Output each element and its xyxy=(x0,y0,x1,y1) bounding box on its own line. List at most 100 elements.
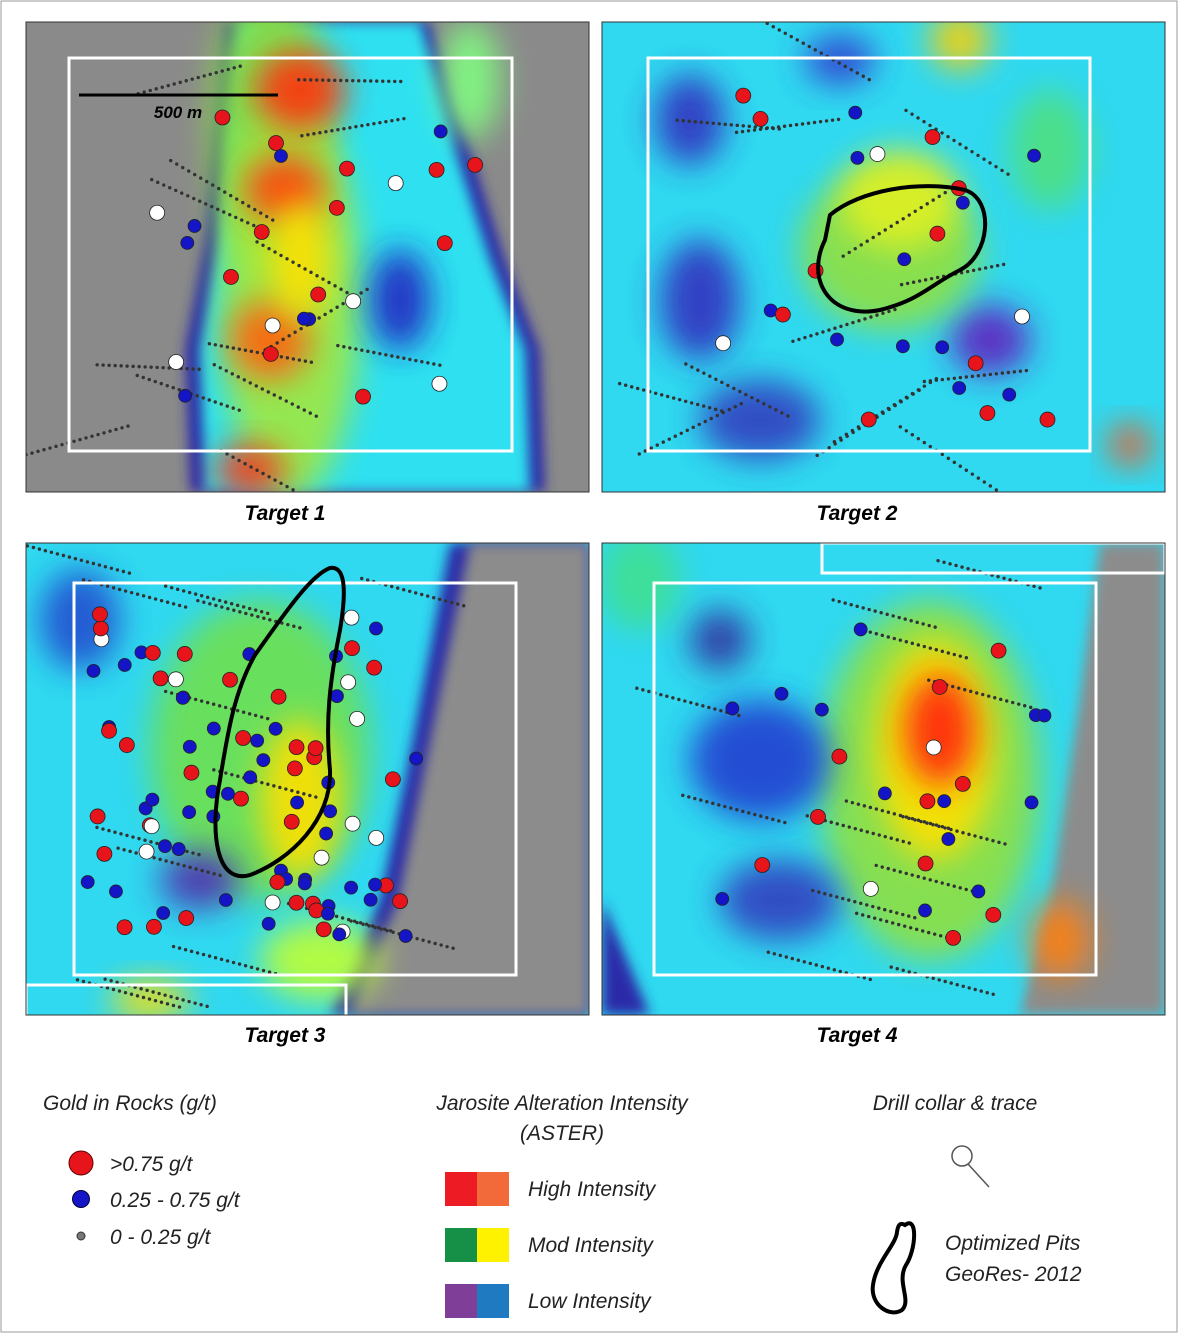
rock-sample xyxy=(716,336,731,351)
sample-dot xyxy=(202,396,205,399)
sample-dot xyxy=(789,124,792,127)
sample-dot xyxy=(785,955,788,958)
rock-sample xyxy=(150,205,165,220)
sample-dot xyxy=(908,841,911,844)
sample-dot xyxy=(42,448,45,451)
sample-dot xyxy=(861,913,864,916)
sample-dot xyxy=(256,967,259,970)
sample-dot xyxy=(118,588,121,591)
sample-dot xyxy=(130,993,133,996)
sample-dot xyxy=(240,218,243,221)
sample-dot xyxy=(339,288,342,291)
sample-dot xyxy=(421,939,424,942)
alteration-zone xyxy=(1030,900,1090,980)
sample-dot xyxy=(917,437,920,440)
sample-dot xyxy=(982,157,985,160)
sample-dot xyxy=(773,952,776,955)
sample-dot xyxy=(164,859,167,862)
sample-dot xyxy=(706,121,709,124)
sample-dot xyxy=(62,554,65,557)
rock-sample xyxy=(432,376,447,391)
sample-dot xyxy=(842,824,845,827)
rock-sample xyxy=(775,307,790,322)
sample-dot xyxy=(390,585,393,588)
sample-dot xyxy=(890,837,893,840)
sample-dot xyxy=(308,794,311,797)
sample-dot xyxy=(185,367,188,370)
panel-caption: Target 4 xyxy=(817,1024,898,1047)
sample-dot xyxy=(923,384,926,387)
rock-sample xyxy=(314,850,329,865)
sample-dot xyxy=(219,366,222,369)
sample-dot xyxy=(317,316,320,319)
rock-sample xyxy=(346,294,361,309)
sample-dot xyxy=(224,771,227,774)
sample-dot xyxy=(677,698,680,701)
sample-dot xyxy=(265,215,268,218)
sample-dot xyxy=(56,552,59,555)
sample-dot xyxy=(199,1003,202,1006)
rock-sample xyxy=(263,346,278,361)
sample-dot xyxy=(842,254,845,257)
sample-dot xyxy=(182,589,185,592)
rock-sample xyxy=(298,877,311,890)
sample-dot xyxy=(285,257,288,260)
sample-dot xyxy=(881,865,884,868)
sample-dot xyxy=(875,632,878,635)
sample-dot xyxy=(106,585,109,588)
rock-sample xyxy=(367,660,382,675)
sample-dot xyxy=(90,435,93,438)
rock-sample xyxy=(271,689,286,704)
alteration-zone xyxy=(1110,425,1150,465)
rock-sample xyxy=(145,645,160,660)
sample-dot xyxy=(920,206,923,209)
sample-dot xyxy=(214,400,217,403)
sample-dot xyxy=(833,968,836,971)
sample-dot xyxy=(259,211,262,214)
sample-dot xyxy=(145,989,148,992)
legend-title: Drill collar & trace xyxy=(873,1092,1038,1115)
rock-sample xyxy=(109,885,122,898)
rock-sample xyxy=(158,840,171,853)
sample-dot xyxy=(873,609,876,612)
sample-dot xyxy=(756,399,759,402)
sample-dot xyxy=(748,125,751,128)
sample-dot xyxy=(36,450,39,453)
sample-dot xyxy=(971,472,974,475)
rock-sample xyxy=(878,787,891,800)
sample-dot xyxy=(829,894,832,897)
sample-dot xyxy=(178,604,181,607)
rock-sample xyxy=(287,761,302,776)
sample-dot xyxy=(200,594,203,597)
sample-dot xyxy=(200,869,203,872)
sample-dot xyxy=(396,118,399,121)
rock-sample xyxy=(755,857,770,872)
sample-dot xyxy=(227,68,230,71)
rock-sample xyxy=(942,833,955,846)
rock-sample xyxy=(753,111,768,126)
sample-dot xyxy=(905,640,908,643)
sample-dot xyxy=(95,826,98,829)
sample-dot xyxy=(720,381,723,384)
sample-dot xyxy=(315,414,318,417)
rock-sample xyxy=(215,110,230,125)
sample-dot xyxy=(899,870,902,873)
sample-dot xyxy=(287,334,290,337)
sample-dot xyxy=(957,686,960,689)
sample-dot xyxy=(149,89,152,92)
sample-dot xyxy=(909,926,912,929)
sample-dot xyxy=(815,332,818,335)
sample-dot xyxy=(955,829,958,832)
sample-dot xyxy=(723,805,726,808)
sample-dot xyxy=(361,923,364,926)
sample-dot xyxy=(242,711,245,714)
sample-dot xyxy=(827,328,830,331)
sample-dot xyxy=(885,613,888,616)
rock-sample xyxy=(153,671,168,686)
sample-dot xyxy=(971,375,974,378)
rock-sample xyxy=(1025,796,1038,809)
sample-dot xyxy=(249,381,252,384)
rock-sample xyxy=(179,389,192,402)
sample-dot xyxy=(893,812,896,815)
rock-sample xyxy=(139,844,154,859)
